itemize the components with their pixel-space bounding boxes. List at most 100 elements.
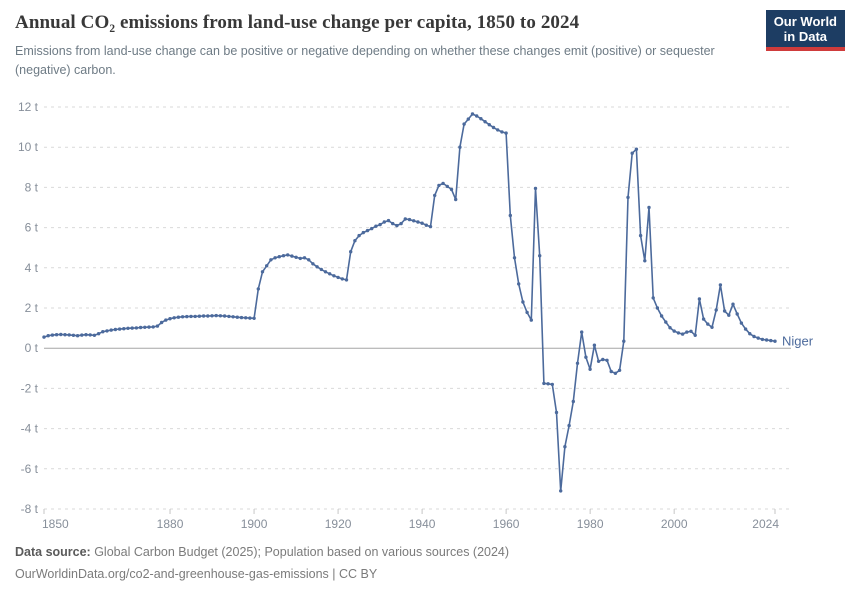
data-point: [168, 317, 172, 321]
series-points: [42, 112, 777, 493]
data-point: [445, 184, 449, 189]
data-point: [714, 308, 718, 312]
data-point: [113, 327, 118, 332]
data-point: [680, 332, 685, 336]
data-point: [260, 270, 265, 274]
data-point: [147, 325, 151, 329]
data-point: [479, 117, 483, 121]
data-point: [542, 381, 546, 386]
data-point: [575, 361, 580, 365]
data-point: [533, 186, 538, 191]
data-point: [630, 151, 634, 155]
data-point: [701, 317, 706, 321]
data-point: [361, 230, 365, 235]
data-point: [525, 310, 529, 315]
data-point: [248, 316, 252, 320]
series-label-niger[interactable]: Niger: [782, 334, 814, 349]
data-point: [710, 325, 714, 329]
data-point: [538, 254, 542, 258]
data-point: [483, 120, 487, 124]
data-point: [323, 270, 328, 274]
data-point: [659, 314, 664, 318]
data-point: [689, 329, 693, 333]
data-point: [332, 274, 336, 278]
data-point: [88, 333, 92, 337]
data-source-text: Global Carbon Budget (2025); Population …: [90, 545, 510, 559]
owid-logo-line1: Our World: [773, 14, 837, 29]
data-point: [336, 275, 340, 280]
data-point: [466, 117, 470, 121]
data-point: [319, 267, 323, 272]
y-tick-label: -4 t: [21, 422, 39, 436]
data-point: [752, 334, 756, 339]
data-point: [563, 445, 567, 449]
data-point: [722, 309, 727, 313]
data-point: [218, 314, 223, 318]
data-point: [189, 314, 193, 319]
data-point: [273, 256, 277, 260]
data-point: [101, 330, 105, 334]
citation-link[interactable]: OurWorldinData.org/co2-and-greenhouse-ga…: [15, 567, 378, 582]
data-point: [370, 226, 374, 231]
data-point: [655, 306, 660, 310]
x-tick-label: 1940: [409, 517, 436, 531]
data-point: [496, 128, 500, 132]
data-point: [235, 315, 239, 319]
data-point: [546, 382, 550, 386]
data-point: [151, 325, 155, 329]
data-point: [769, 338, 773, 343]
data-point: [382, 220, 386, 224]
data-point: [420, 221, 424, 225]
data-point: [504, 131, 508, 135]
data-point: [416, 220, 420, 224]
series-line-niger[interactable]: [43, 113, 776, 492]
data-point: [281, 254, 286, 258]
data-source-line: Data source: Global Carbon Budget (2025)…: [15, 541, 509, 563]
chart-canvas[interactable]: -8 t -6 t -4 t -2 t 0 t 2 t 4 t 6 t 8 t 10 t 12 t 1…: [0, 0, 850, 540]
data-point: [193, 314, 197, 319]
data-point: [222, 314, 227, 318]
data-point: [42, 335, 46, 339]
data-point: [277, 255, 281, 259]
data-point: [613, 371, 618, 375]
data-point: [67, 333, 71, 337]
data-point: [231, 315, 235, 319]
data-point: [407, 217, 412, 222]
x-tick-label: 2024: [752, 517, 779, 531]
data-point: [491, 125, 496, 130]
data-point: [46, 334, 50, 338]
data-point: [718, 283, 723, 287]
data-point: [773, 339, 777, 343]
data-point: [529, 318, 533, 322]
owid-logo[interactable]: Our World in Data: [765, 10, 845, 51]
data-point: [458, 145, 462, 149]
data-point: [344, 278, 349, 282]
data-point: [391, 221, 395, 226]
data-point: [298, 256, 302, 261]
data-point: [239, 315, 244, 320]
data-point: [508, 213, 512, 218]
data-point: [433, 193, 437, 198]
x-tick-label: 1900: [241, 517, 268, 531]
data-point: [54, 333, 59, 337]
data-point: [210, 314, 214, 318]
data-point: [206, 314, 210, 318]
data-point: [693, 333, 697, 337]
data-point: [399, 221, 403, 226]
data-point: [96, 332, 101, 336]
owid-logo-line2: in Data: [783, 29, 828, 44]
data-point: [214, 313, 218, 318]
data-point: [143, 325, 147, 329]
y-tick-label: -2 t: [21, 381, 39, 395]
y-tick-label: 0 t: [25, 341, 39, 355]
data-point: [651, 296, 655, 300]
data-point: [487, 123, 491, 127]
data-point: [176, 315, 181, 319]
data-point: [227, 314, 231, 319]
data-point: [185, 314, 189, 319]
data-point: [378, 222, 382, 227]
data-point: [756, 336, 760, 340]
data-point: [449, 187, 454, 192]
x-tick-label: 1920: [325, 517, 352, 531]
